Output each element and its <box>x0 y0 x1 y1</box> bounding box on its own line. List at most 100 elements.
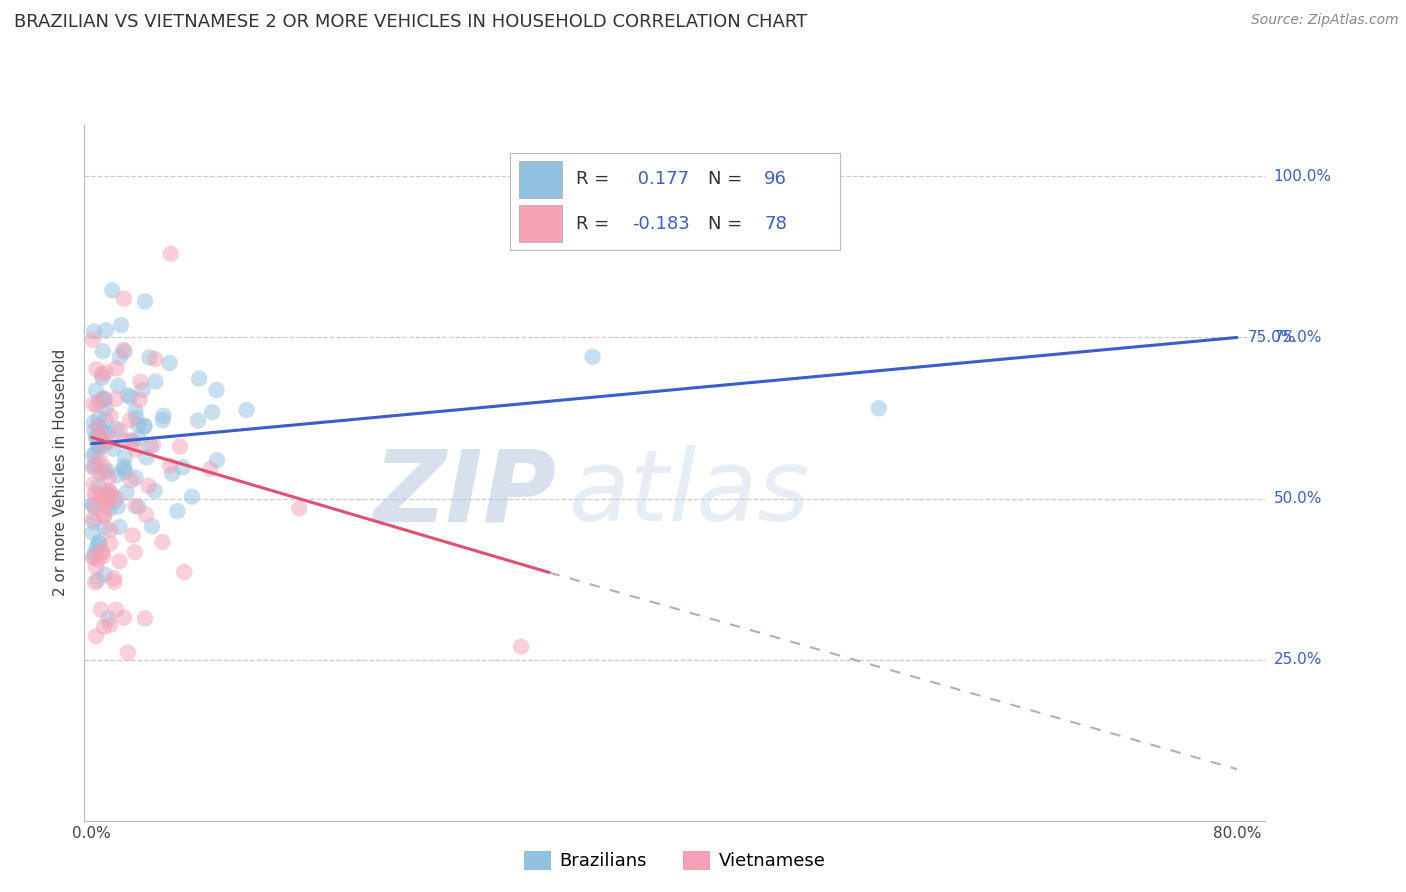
Point <box>120 433 142 447</box>
Point <box>96 488 118 502</box>
Point <box>82 550 104 565</box>
Point <box>120 390 142 404</box>
Point <box>117 388 139 402</box>
Point <box>83 325 105 339</box>
Point <box>87 419 110 434</box>
Point <box>84 560 107 574</box>
FancyBboxPatch shape <box>519 161 562 197</box>
Point <box>105 361 128 376</box>
Point <box>103 574 125 589</box>
Point <box>89 466 111 480</box>
Point <box>82 525 104 540</box>
Point <box>124 442 146 457</box>
Point <box>91 370 114 384</box>
Point <box>173 565 195 579</box>
Point <box>581 350 603 364</box>
Point <box>129 375 152 389</box>
Point <box>114 450 136 464</box>
Point <box>166 504 188 518</box>
Point <box>114 465 136 479</box>
Point <box>98 434 121 449</box>
Point <box>93 437 115 451</box>
Point <box>90 367 112 381</box>
Point <box>98 502 121 516</box>
Point <box>93 508 115 523</box>
Point <box>84 629 107 643</box>
Point <box>105 468 128 483</box>
Point <box>125 410 148 425</box>
Point <box>108 554 131 568</box>
Point <box>100 409 122 423</box>
Point <box>83 424 105 438</box>
Point <box>93 508 115 523</box>
Point <box>87 535 110 549</box>
Point <box>84 575 107 590</box>
Point <box>128 431 150 445</box>
Point <box>82 515 104 529</box>
Y-axis label: 2 or more Vehicles in Household: 2 or more Vehicles in Household <box>53 349 69 597</box>
Point <box>82 333 104 347</box>
Point <box>89 451 111 466</box>
Point <box>159 458 181 473</box>
Point <box>108 423 131 437</box>
Point <box>135 450 157 465</box>
Point <box>112 458 135 473</box>
Point <box>138 351 160 365</box>
Point <box>96 464 118 478</box>
Point <box>868 401 890 416</box>
Text: 25.0%: 25.0% <box>1274 652 1322 667</box>
Point <box>143 352 166 367</box>
Text: R =: R = <box>575 170 614 188</box>
Point <box>132 383 155 397</box>
Point <box>112 344 135 359</box>
Point <box>152 535 174 549</box>
Point <box>138 479 160 493</box>
Text: -0.183: -0.183 <box>631 215 689 233</box>
Point <box>93 392 115 406</box>
Point <box>172 460 194 475</box>
Point <box>98 523 121 537</box>
Point <box>110 318 132 333</box>
Point <box>91 549 114 564</box>
Point <box>160 467 183 481</box>
Point <box>89 424 111 438</box>
Point <box>82 460 104 475</box>
Point <box>103 571 125 585</box>
Point <box>128 392 150 407</box>
Text: N =: N = <box>709 215 748 233</box>
Point <box>94 498 117 512</box>
Point <box>87 412 110 426</box>
Point <box>159 356 181 370</box>
Point <box>86 573 108 587</box>
Point <box>510 640 533 654</box>
Point <box>124 404 146 418</box>
Point <box>96 487 118 501</box>
Point <box>139 439 162 453</box>
Point <box>86 431 108 445</box>
Text: 75.0%: 75.0% <box>1274 330 1322 345</box>
Point <box>112 610 135 624</box>
Point <box>83 460 105 475</box>
Point <box>86 552 108 566</box>
Point <box>83 546 105 560</box>
Point <box>103 442 125 456</box>
Point <box>90 602 112 616</box>
Point <box>124 499 146 513</box>
Text: BRAZILIAN VS VIETNAMESE 2 OR MORE VEHICLES IN HOUSEHOLD CORRELATION CHART: BRAZILIAN VS VIETNAMESE 2 OR MORE VEHICL… <box>14 13 807 31</box>
Point <box>91 459 114 474</box>
Point <box>98 485 121 500</box>
Point <box>118 413 141 427</box>
Point <box>94 413 117 427</box>
Point <box>134 294 156 309</box>
Point <box>84 458 107 472</box>
Point <box>89 441 111 455</box>
Point <box>112 343 135 357</box>
Point <box>101 284 124 298</box>
Point <box>94 323 117 337</box>
Point <box>89 536 111 550</box>
Point <box>288 501 311 516</box>
Point <box>100 536 122 550</box>
Text: 75.0%: 75.0% <box>1249 330 1296 345</box>
Point <box>89 394 111 409</box>
Point <box>105 491 128 506</box>
